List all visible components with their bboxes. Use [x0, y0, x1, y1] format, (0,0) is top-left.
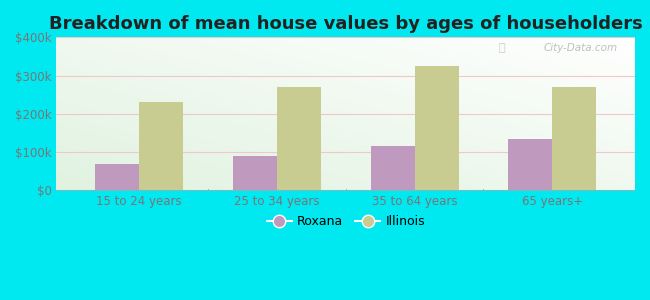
- Legend: Roxana, Illinois: Roxana, Illinois: [261, 210, 430, 233]
- Bar: [277, 87, 321, 190]
- Bar: [415, 66, 459, 190]
- Text: ⓘ: ⓘ: [498, 44, 505, 53]
- Text: City-Data.com: City-Data.com: [543, 44, 618, 53]
- Bar: [370, 146, 415, 190]
- Bar: [139, 102, 183, 190]
- Bar: [508, 139, 552, 190]
- Title: Breakdown of mean house values by ages of householders: Breakdown of mean house values by ages o…: [49, 15, 643, 33]
- Bar: [552, 87, 597, 190]
- Bar: [95, 164, 139, 190]
- Bar: [233, 156, 277, 190]
